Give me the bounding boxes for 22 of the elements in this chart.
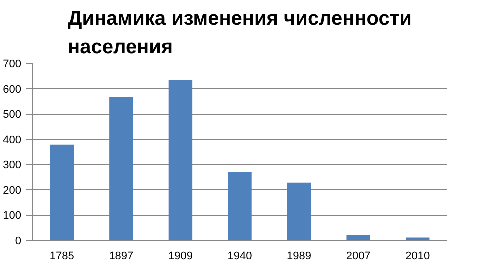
x-tick-label: 2010 — [406, 250, 430, 262]
bar — [287, 182, 312, 240]
chart-title: Динамика изменения численности населения — [68, 8, 412, 58]
y-tick-label: 700 — [3, 58, 22, 70]
x-tick-label: 1897 — [109, 250, 134, 262]
bar — [168, 80, 193, 240]
bar — [346, 235, 370, 240]
y-tick-label: 200 — [3, 184, 22, 197]
x-tick-label: 1909 — [168, 250, 193, 262]
y-tick-label: 0 — [15, 236, 22, 248]
y-tick-label: 400 — [3, 134, 22, 146]
bar — [110, 97, 134, 240]
y-tick-label: 600 — [3, 84, 22, 96]
y-tick-label: 300 — [3, 160, 22, 172]
x-tick-label: 1785 — [50, 250, 74, 262]
x-tick-label: 1940 — [228, 250, 252, 262]
bar — [228, 172, 252, 240]
y-tick-label: 100 — [3, 210, 22, 222]
x-tick-label: 1989 — [287, 250, 312, 262]
x-tick-label: 2007 — [346, 250, 371, 262]
bar — [50, 144, 74, 240]
y-tick-label: 500 — [3, 109, 22, 122]
